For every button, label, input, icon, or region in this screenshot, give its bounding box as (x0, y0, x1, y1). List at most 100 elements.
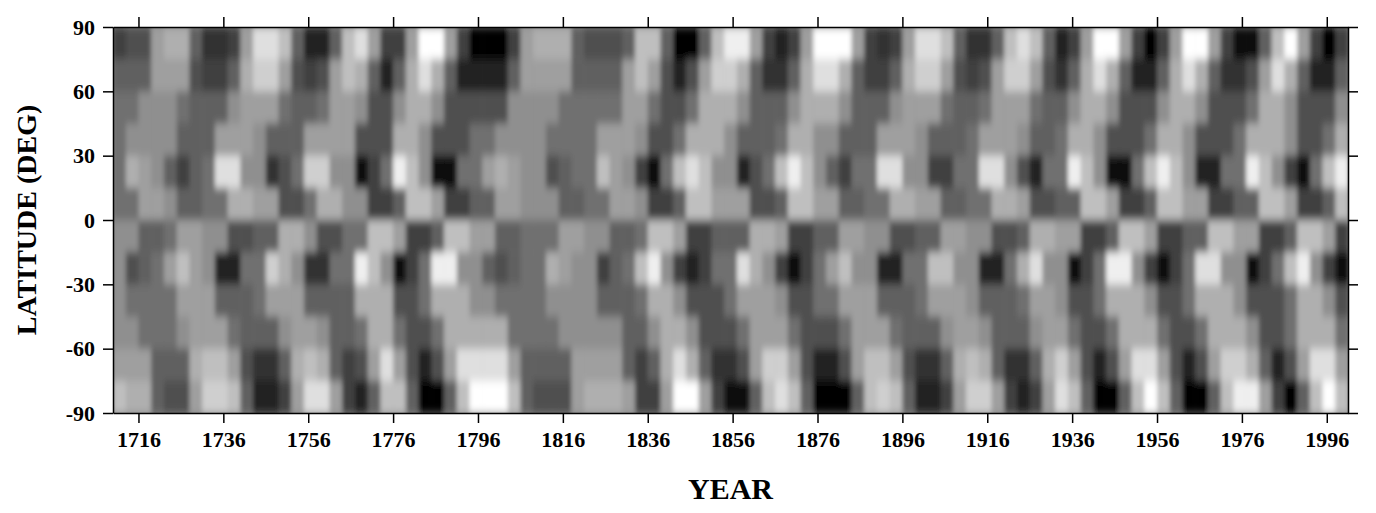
cell (966, 59, 979, 92)
cell (724, 91, 737, 124)
cell (1182, 59, 1195, 92)
tick-mark (1348, 284, 1358, 286)
tick (1348, 27, 1358, 28)
cell (1195, 156, 1208, 189)
cell (368, 27, 381, 60)
cell (699, 91, 712, 124)
cell (610, 59, 623, 92)
cell (1195, 252, 1208, 285)
cell (1233, 284, 1246, 317)
cell (279, 317, 292, 350)
cell (520, 59, 533, 92)
cell (419, 27, 432, 60)
cell (533, 381, 546, 413)
cell (202, 284, 215, 317)
cell (992, 156, 1005, 189)
cell (1246, 59, 1259, 92)
tick-mark (1242, 17, 1244, 27)
cell (775, 252, 788, 285)
cell (966, 156, 979, 189)
cell (393, 317, 406, 350)
cell (469, 124, 482, 157)
cell (469, 27, 482, 60)
cell (317, 381, 330, 413)
cell (1093, 156, 1106, 189)
tick-mark (103, 348, 113, 350)
cell (520, 27, 533, 60)
tick: 1776 (372, 413, 416, 452)
cell (762, 59, 775, 92)
cell (304, 59, 317, 92)
cell (928, 188, 941, 221)
cell (482, 317, 495, 350)
cell (151, 220, 164, 253)
cell (1323, 91, 1336, 124)
cell (928, 284, 941, 317)
cell (571, 317, 584, 350)
cell (622, 59, 635, 92)
cell (317, 252, 330, 285)
cell (495, 349, 508, 382)
tick-mark (817, 17, 819, 27)
cell (584, 27, 597, 60)
cell (1335, 381, 1348, 413)
cell (699, 220, 712, 253)
cell (1042, 349, 1055, 382)
cell (1233, 381, 1246, 413)
cell (469, 284, 482, 317)
cell (1335, 220, 1348, 253)
cell (202, 220, 215, 253)
cell (648, 59, 661, 92)
cell (1259, 252, 1272, 285)
cell (826, 349, 839, 382)
cell (508, 381, 521, 413)
tick-mark (732, 17, 734, 27)
cell (622, 317, 635, 350)
cell (495, 91, 508, 124)
cell (1157, 317, 1170, 350)
tick-mark (103, 91, 113, 93)
cell (520, 349, 533, 382)
tick-mark (103, 27, 113, 29)
tick-label: 1816 (541, 427, 585, 452)
cell (304, 27, 317, 60)
cell (571, 59, 584, 92)
cell (1297, 156, 1310, 189)
cell (826, 91, 839, 124)
cell (597, 284, 610, 317)
cell (228, 220, 241, 253)
cell (355, 188, 368, 221)
cell (750, 220, 763, 253)
tick-mark (902, 17, 904, 27)
cell (1017, 188, 1030, 221)
cell (1157, 381, 1170, 413)
cell (304, 220, 317, 253)
cell (775, 124, 788, 157)
cell (1144, 252, 1157, 285)
cell (138, 252, 151, 285)
cell (240, 252, 253, 285)
cell (1055, 27, 1068, 60)
cell (1246, 188, 1259, 221)
cell (1030, 220, 1043, 253)
cell (571, 91, 584, 124)
cell (839, 381, 852, 413)
cell (597, 349, 610, 382)
cell (597, 91, 610, 124)
cell (138, 284, 151, 317)
cell (864, 317, 877, 350)
cell (495, 284, 508, 317)
cell (1055, 59, 1068, 92)
cell (431, 91, 444, 124)
cell (469, 156, 482, 189)
cell (711, 188, 724, 221)
cell (992, 381, 1005, 413)
tick-mark (308, 413, 310, 423)
cell (329, 124, 342, 157)
cell (291, 220, 304, 253)
cell (177, 27, 190, 60)
cell (126, 156, 139, 189)
tick-mark (1242, 413, 1244, 423)
cell (801, 381, 814, 413)
cell (240, 381, 253, 413)
